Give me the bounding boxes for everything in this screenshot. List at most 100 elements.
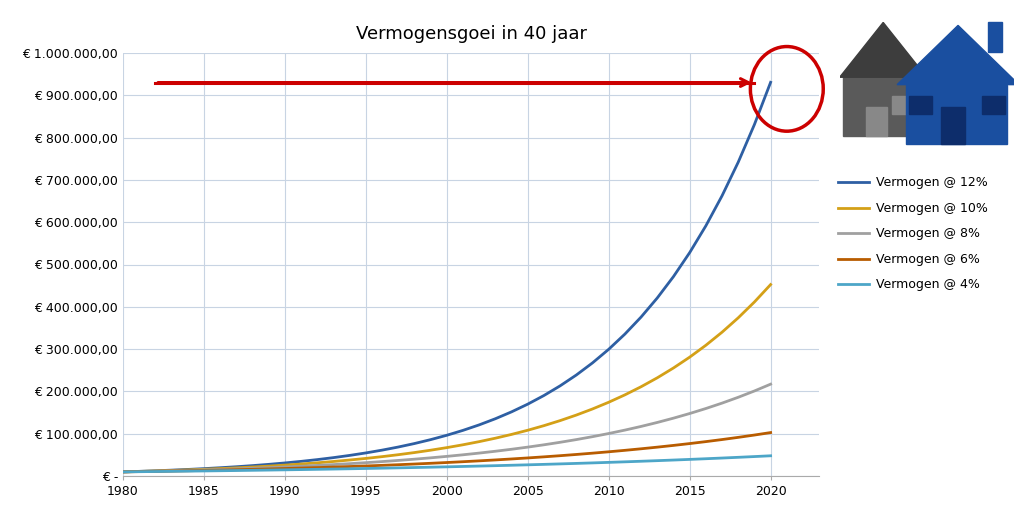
- Vermogen @ 10%: [521, 427, 534, 433]
- Vermogen @ 8%: [683, 411, 695, 417]
- Vermogen @ 12%: [295, 458, 307, 464]
- Vermogen @ 4%: [409, 464, 421, 471]
- Vermogen @ 8%: [376, 459, 388, 465]
- Vermogen @ 10%: [295, 461, 307, 467]
- Vermogen @ 6%: [328, 464, 340, 470]
- Vermogen @ 8%: [214, 466, 226, 472]
- Vermogen @ 12%: [198, 466, 210, 472]
- Vermogen @ 8%: [230, 466, 243, 472]
- Vermogen @ 6%: [699, 439, 712, 445]
- Line: Vermogen @ 12%: Vermogen @ 12%: [123, 83, 771, 472]
- Vermogen @ 10%: [409, 450, 421, 456]
- Vermogen @ 8%: [538, 442, 550, 448]
- Vermogen @ 8%: [765, 381, 777, 387]
- Vermogen @ 12%: [328, 454, 340, 461]
- Line: Vermogen @ 10%: Vermogen @ 10%: [123, 285, 771, 472]
- Vermogen @ 12%: [668, 273, 680, 280]
- Bar: [906, 85, 1007, 144]
- Vermogen @ 12%: [602, 346, 614, 352]
- Vermogen @ 4%: [198, 468, 210, 474]
- Vermogen @ 12%: [716, 193, 728, 199]
- Vermogen @ 8%: [440, 453, 453, 460]
- Vermogen @ 6%: [457, 459, 469, 465]
- Vermogen @ 4%: [328, 466, 340, 472]
- Vermogen @ 6%: [376, 462, 388, 469]
- Vermogen @ 10%: [618, 391, 631, 398]
- Vermogen @ 12%: [376, 447, 388, 453]
- Vermogen @ 4%: [343, 466, 355, 472]
- Vermogen @ 8%: [328, 461, 340, 468]
- Vermogen @ 6%: [554, 452, 566, 459]
- Vermogen @ 6%: [732, 434, 744, 441]
- Vermogen @ 8%: [457, 452, 469, 458]
- Vermogen @ 6%: [409, 461, 421, 467]
- Polygon shape: [897, 25, 1019, 85]
- Vermogen @ 6%: [716, 436, 728, 443]
- Vermogen @ 12%: [635, 314, 647, 320]
- Vermogen @ 4%: [359, 466, 372, 472]
- Vermogen @ 6%: [683, 441, 695, 447]
- Bar: [982, 96, 1006, 114]
- Vermogen @ 8%: [668, 415, 680, 421]
- Vermogen @ 10%: [198, 466, 210, 472]
- Vermogen @ 12%: [247, 462, 259, 469]
- Vermogen @ 10%: [279, 462, 291, 468]
- Vermogen @ 6%: [165, 468, 177, 474]
- Vermogen @ 12%: [683, 250, 695, 256]
- Vermogen @ 4%: [279, 467, 291, 473]
- Vermogen @ 4%: [587, 460, 599, 466]
- Vermogen @ 12%: [732, 159, 744, 166]
- Vermogen @ 10%: [359, 455, 372, 462]
- Vermogen @ 10%: [570, 412, 583, 418]
- Vermogen @ 10%: [473, 439, 485, 445]
- Vermogen @ 10%: [554, 417, 566, 424]
- Vermogen @ 8%: [506, 446, 518, 452]
- Vermogen @ 12%: [230, 463, 243, 470]
- Vermogen @ 12%: [765, 79, 777, 86]
- Vermogen @ 8%: [311, 462, 324, 469]
- Vermogen @ 4%: [554, 461, 566, 467]
- Vermogen @ 10%: [262, 463, 274, 469]
- Vermogen @ 4%: [473, 463, 485, 469]
- Vermogen @ 4%: [311, 466, 324, 472]
- Vermogen @ 4%: [765, 453, 777, 459]
- Title: Vermogensgoei in 40 jaar: Vermogensgoei in 40 jaar: [355, 25, 587, 43]
- Vermogen @ 4%: [117, 469, 129, 475]
- Vermogen @ 8%: [247, 465, 259, 471]
- Vermogen @ 4%: [716, 455, 728, 461]
- Vermogen @ 8%: [198, 467, 210, 473]
- Vermogen @ 4%: [150, 468, 162, 475]
- Vermogen @ 12%: [651, 295, 664, 301]
- Vermogen @ 10%: [440, 444, 453, 451]
- Vermogen @ 6%: [117, 469, 129, 475]
- Bar: [843, 77, 922, 136]
- Vermogen @ 8%: [117, 469, 129, 475]
- Vermogen @ 6%: [602, 449, 614, 455]
- Vermogen @ 6%: [214, 467, 226, 473]
- Vermogen @ 8%: [554, 439, 566, 445]
- Bar: [865, 107, 887, 136]
- Bar: [941, 107, 965, 144]
- Vermogen @ 6%: [651, 444, 664, 450]
- Vermogen @ 10%: [732, 315, 744, 321]
- Vermogen @ 6%: [506, 456, 518, 462]
- Line: Vermogen @ 6%: Vermogen @ 6%: [123, 433, 771, 472]
- Vermogen @ 12%: [521, 401, 534, 407]
- Vermogen @ 4%: [651, 458, 664, 464]
- Vermogen @ 4%: [247, 467, 259, 473]
- Vermogen @ 8%: [618, 427, 631, 433]
- Vermogen @ 8%: [181, 467, 194, 473]
- Vermogen @ 10%: [716, 329, 728, 335]
- Vermogen @ 10%: [699, 342, 712, 349]
- Vermogen @ 12%: [457, 427, 469, 434]
- Vermogen @ 12%: [618, 331, 631, 338]
- Vermogen @ 10%: [150, 468, 162, 474]
- Vermogen @ 4%: [262, 467, 274, 473]
- Vermogen @ 6%: [279, 466, 291, 472]
- Vermogen @ 4%: [618, 459, 631, 465]
- Vermogen @ 8%: [602, 430, 614, 436]
- Vermogen @ 12%: [359, 450, 372, 456]
- Vermogen @ 10%: [328, 458, 340, 464]
- Vermogen @ 4%: [732, 454, 744, 460]
- Vermogen @ 4%: [133, 469, 145, 475]
